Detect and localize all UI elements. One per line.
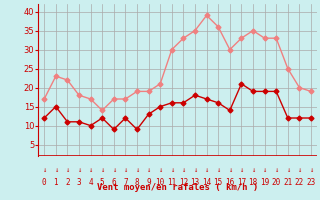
Text: 6: 6 — [111, 178, 116, 187]
Text: 2: 2 — [65, 178, 70, 187]
Text: ↓: ↓ — [181, 167, 186, 173]
Text: 8: 8 — [135, 178, 139, 187]
Text: 0: 0 — [42, 178, 46, 187]
Text: ↓: ↓ — [262, 167, 267, 173]
Text: 11: 11 — [167, 178, 176, 187]
Text: 1: 1 — [53, 178, 58, 187]
Text: ↓: ↓ — [204, 167, 209, 173]
Text: 9: 9 — [146, 178, 151, 187]
Text: 22: 22 — [295, 178, 304, 187]
Text: 15: 15 — [213, 178, 223, 187]
Text: ↓: ↓ — [42, 167, 46, 173]
Text: 4: 4 — [88, 178, 93, 187]
Text: ↓: ↓ — [239, 167, 244, 173]
Text: ↓: ↓ — [123, 167, 128, 173]
Text: ↓: ↓ — [88, 167, 93, 173]
Text: ↓: ↓ — [193, 167, 197, 173]
Text: 12: 12 — [179, 178, 188, 187]
Text: ↓: ↓ — [112, 167, 116, 173]
Text: ↓: ↓ — [135, 167, 139, 173]
Text: ↓: ↓ — [100, 167, 104, 173]
Text: 13: 13 — [190, 178, 200, 187]
Text: 3: 3 — [77, 178, 81, 187]
Text: 14: 14 — [202, 178, 211, 187]
Text: ↓: ↓ — [54, 167, 58, 173]
Text: ↓: ↓ — [251, 167, 255, 173]
Text: ↓: ↓ — [286, 167, 290, 173]
Text: ↓: ↓ — [309, 167, 313, 173]
Text: 23: 23 — [306, 178, 316, 187]
Text: 18: 18 — [248, 178, 258, 187]
Text: 19: 19 — [260, 178, 269, 187]
Text: ↓: ↓ — [297, 167, 301, 173]
Text: ↓: ↓ — [65, 167, 69, 173]
Text: 20: 20 — [272, 178, 281, 187]
Text: 10: 10 — [156, 178, 165, 187]
Text: 21: 21 — [283, 178, 292, 187]
Text: ↓: ↓ — [147, 167, 151, 173]
Text: ↓: ↓ — [77, 167, 81, 173]
Text: 17: 17 — [237, 178, 246, 187]
Text: ↓: ↓ — [158, 167, 162, 173]
Text: ↓: ↓ — [170, 167, 174, 173]
Text: Vent moyen/en rafales ( km/h ): Vent moyen/en rafales ( km/h ) — [97, 183, 258, 192]
Text: ↓: ↓ — [216, 167, 220, 173]
Text: ↓: ↓ — [274, 167, 278, 173]
Text: 7: 7 — [123, 178, 128, 187]
Text: ↓: ↓ — [228, 167, 232, 173]
Text: 5: 5 — [100, 178, 105, 187]
Text: 16: 16 — [225, 178, 235, 187]
